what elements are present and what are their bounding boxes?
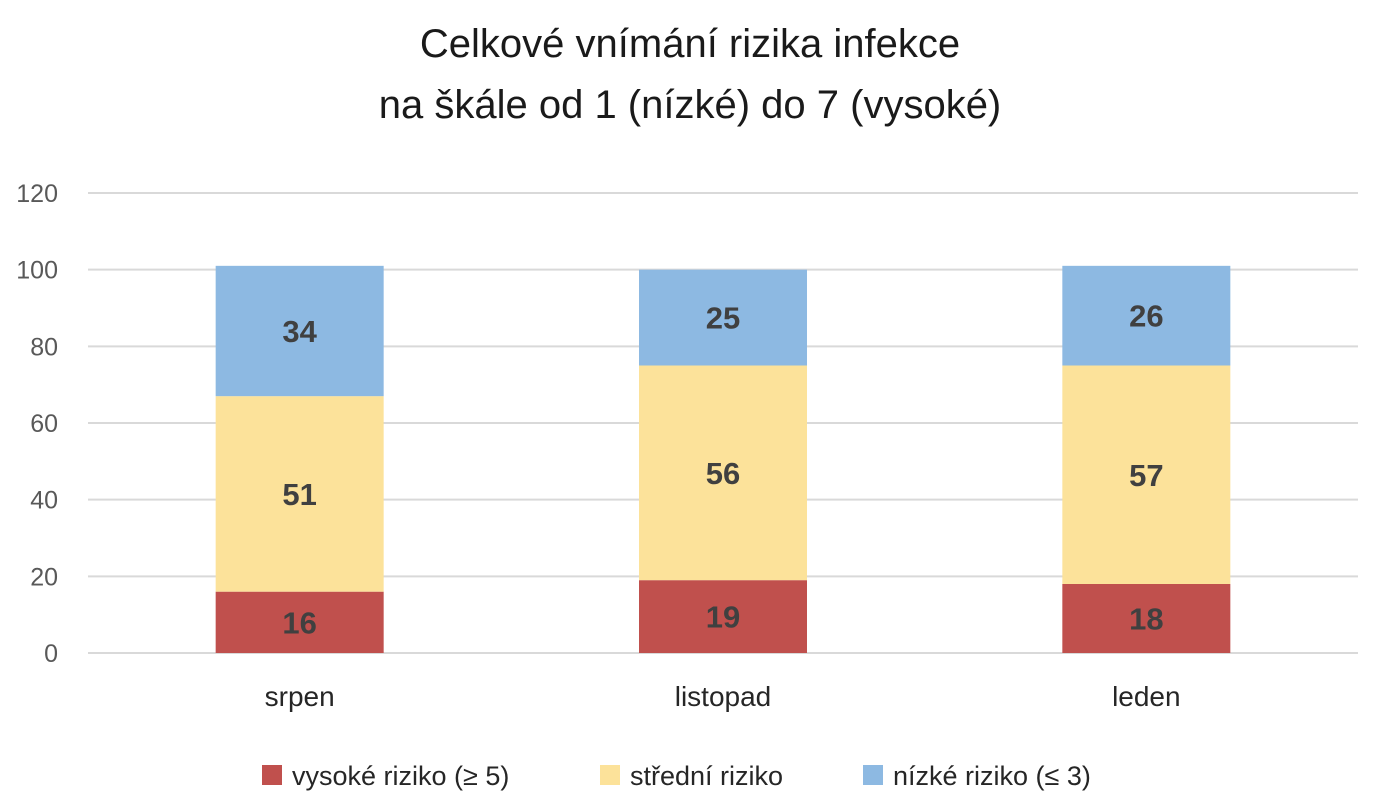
x-tick-label-listopad: listopad (675, 681, 772, 712)
x-tick-label-srpen: srpen (265, 681, 335, 712)
y-tick-label-120: 120 (16, 180, 58, 208)
data-label-listopad-series-2: 56 (706, 456, 740, 491)
data-label-srpen-series-2: 51 (282, 477, 316, 512)
y-axis: 0 20 40 60 80 100 120 (16, 180, 58, 668)
bar-listopad-series-1 (639, 580, 807, 653)
y-tick-label-20: 20 (30, 563, 58, 591)
x-axis: srpen listopad leden (265, 681, 1181, 712)
legend-swatch-series-2 (600, 765, 620, 785)
bar-srpen-series-2 (215, 396, 384, 592)
x-tick-label-leden: leden (1112, 681, 1181, 712)
bar-leden-series-2 (1062, 365, 1231, 584)
legend-label-series-1: vysoké riziko (≥ 5) (292, 761, 509, 791)
bar-srpen-series-1 (215, 591, 384, 653)
y-tick-label-0: 0 (44, 640, 58, 668)
legend: vysoké riziko (≥ 5) střední riziko nízké r… (262, 761, 1091, 791)
data-label-leden-series-1: 18 (1129, 602, 1163, 637)
data-label-listopad-series-1: 19 (706, 600, 740, 635)
legend-label-series-2: střední riziko (630, 761, 783, 791)
data-label-listopad-series-3: 25 (706, 301, 740, 336)
bar-leden-series-3 (1062, 265, 1231, 366)
bar-leden-series-1 (1062, 584, 1231, 653)
chart-title: Celkové vnímání rizika infekce na škále o… (379, 22, 1002, 127)
bar-srpen-series-3 (215, 265, 384, 397)
chart-title-line-1: Celkové vnímání rizika infekce (420, 22, 960, 66)
legend-swatch-series-3 (863, 765, 883, 785)
data-label-leden-series-3: 26 (1129, 299, 1163, 334)
legend-label-series-3: nízké riziko (≤ 3) (893, 761, 1091, 791)
bar-listopad-series-3 (639, 269, 807, 366)
data-label-srpen-series-3: 34 (282, 314, 317, 349)
bar-listopad-series-2 (639, 365, 807, 581)
y-tick-label-100: 100 (16, 257, 58, 285)
y-tick-label-80: 80 (30, 333, 58, 361)
legend-swatch-series-1 (262, 765, 282, 785)
bars: 16 51 34 19 56 25 18 57 26 (215, 265, 1231, 653)
y-tick-label-40: 40 (30, 487, 58, 515)
y-tick-label-60: 60 (30, 410, 58, 438)
chart-title-line-2: na škále od 1 (nízké) do 7 (vysoké) (379, 83, 1002, 127)
data-label-leden-series-2: 57 (1129, 458, 1163, 493)
data-label-srpen-series-1: 16 (282, 605, 316, 640)
